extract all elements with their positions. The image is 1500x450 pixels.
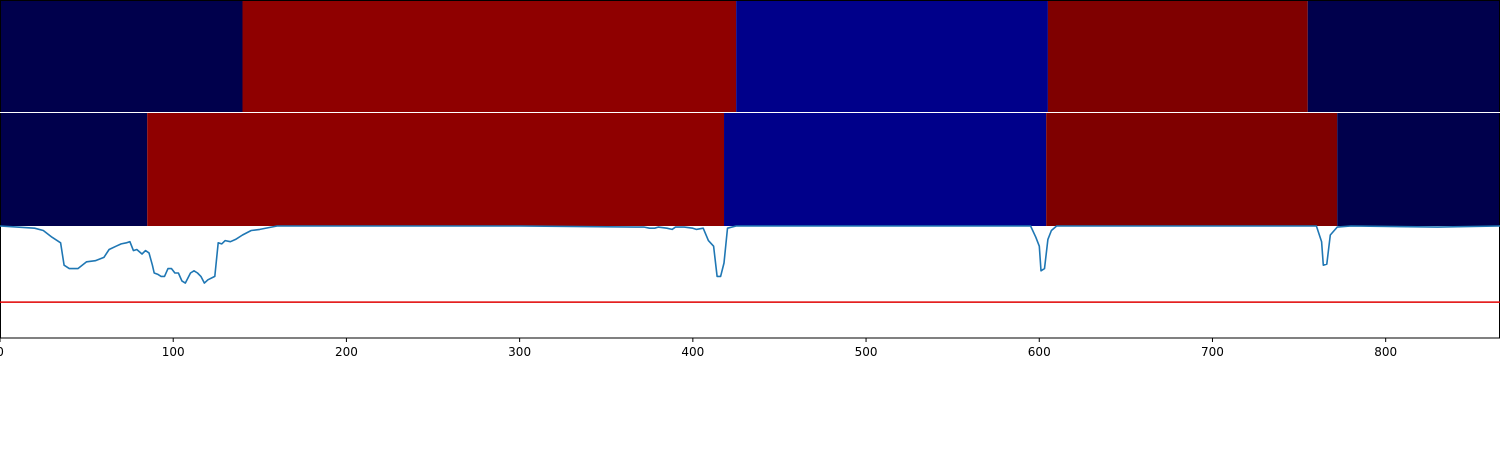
predicted-segment-1 bbox=[147, 113, 725, 226]
predicted-segment-0 bbox=[0, 113, 148, 226]
ground-truth-segment-3 bbox=[1047, 1, 1308, 112]
x-tick-label-400: 400 bbox=[681, 345, 704, 359]
ground-truth-row bbox=[0, 1, 1500, 112]
x-tick-label-100: 100 bbox=[162, 345, 185, 359]
x-tick-label-500: 500 bbox=[855, 345, 878, 359]
predicted-row bbox=[0, 113, 1500, 226]
ground-truth-segment-4 bbox=[1307, 1, 1500, 112]
x-tick-label-800: 800 bbox=[1374, 345, 1397, 359]
ground-truth-segment-2 bbox=[736, 1, 1048, 112]
x-tick-label-200: 200 bbox=[335, 345, 358, 359]
x-tick-label-300: 300 bbox=[508, 345, 531, 359]
predicted-segment-3 bbox=[1046, 113, 1338, 226]
signal-line bbox=[0, 225, 1500, 284]
ground-truth-segment-1 bbox=[242, 1, 737, 112]
x-tick-label-0: 0 bbox=[0, 345, 4, 359]
x-tick-label-700: 700 bbox=[1201, 345, 1224, 359]
x-tick-label-600: 600 bbox=[1028, 345, 1051, 359]
x-axis: 0 100 200 300 400 500 600 700 800 bbox=[0, 338, 1397, 359]
ground-truth-segment-0 bbox=[0, 1, 243, 112]
predicted-segment-2 bbox=[724, 113, 1047, 226]
predicted-segment-4 bbox=[1337, 113, 1500, 226]
